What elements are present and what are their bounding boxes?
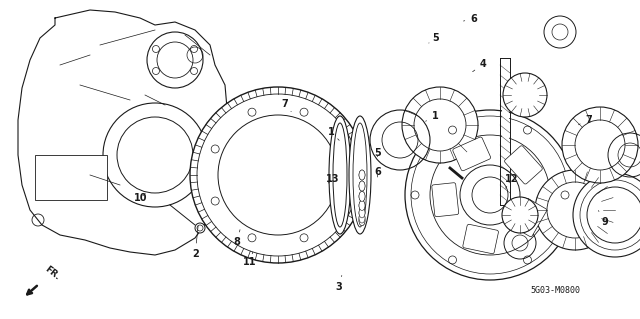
Text: 5: 5 xyxy=(429,33,438,43)
Ellipse shape xyxy=(359,181,365,191)
Text: 3: 3 xyxy=(336,276,342,292)
Text: 7: 7 xyxy=(282,99,291,112)
FancyBboxPatch shape xyxy=(463,224,499,254)
Text: 10: 10 xyxy=(134,193,148,203)
FancyBboxPatch shape xyxy=(511,198,547,237)
Text: 7: 7 xyxy=(579,115,592,125)
Circle shape xyxy=(535,170,615,250)
Text: 6: 6 xyxy=(463,13,477,24)
Polygon shape xyxy=(18,10,228,255)
Circle shape xyxy=(562,107,638,183)
FancyBboxPatch shape xyxy=(452,137,491,171)
Circle shape xyxy=(573,173,640,257)
Text: 1: 1 xyxy=(426,111,438,122)
Circle shape xyxy=(502,197,538,233)
Ellipse shape xyxy=(359,213,365,223)
Ellipse shape xyxy=(329,116,351,234)
FancyBboxPatch shape xyxy=(504,146,542,184)
Ellipse shape xyxy=(359,181,365,191)
Ellipse shape xyxy=(359,201,365,211)
Text: 11: 11 xyxy=(243,252,257,267)
Ellipse shape xyxy=(359,216,365,226)
Ellipse shape xyxy=(359,208,365,218)
Text: 5G03-M0800: 5G03-M0800 xyxy=(530,286,580,295)
Text: 2: 2 xyxy=(192,226,198,259)
Text: 8: 8 xyxy=(234,230,240,248)
Circle shape xyxy=(195,223,205,233)
Bar xyxy=(35,155,107,200)
Ellipse shape xyxy=(349,116,371,234)
Text: FR.: FR. xyxy=(43,265,61,282)
Circle shape xyxy=(147,32,203,88)
Text: 13: 13 xyxy=(326,174,340,184)
Circle shape xyxy=(405,110,575,280)
Circle shape xyxy=(503,73,547,117)
FancyBboxPatch shape xyxy=(432,183,459,217)
Ellipse shape xyxy=(359,170,365,180)
Text: 9: 9 xyxy=(598,211,608,227)
Text: 5: 5 xyxy=(374,148,381,158)
Text: 12: 12 xyxy=(505,174,519,188)
Ellipse shape xyxy=(359,213,365,223)
Circle shape xyxy=(402,87,478,163)
Ellipse shape xyxy=(359,201,365,211)
Ellipse shape xyxy=(359,208,365,218)
Text: 6: 6 xyxy=(374,167,381,177)
Ellipse shape xyxy=(359,191,365,201)
Circle shape xyxy=(190,87,366,263)
Text: 1: 1 xyxy=(328,127,339,140)
Ellipse shape xyxy=(359,170,365,180)
Ellipse shape xyxy=(359,191,365,201)
Text: 4: 4 xyxy=(472,59,486,72)
Circle shape xyxy=(103,103,207,207)
Ellipse shape xyxy=(359,216,365,226)
